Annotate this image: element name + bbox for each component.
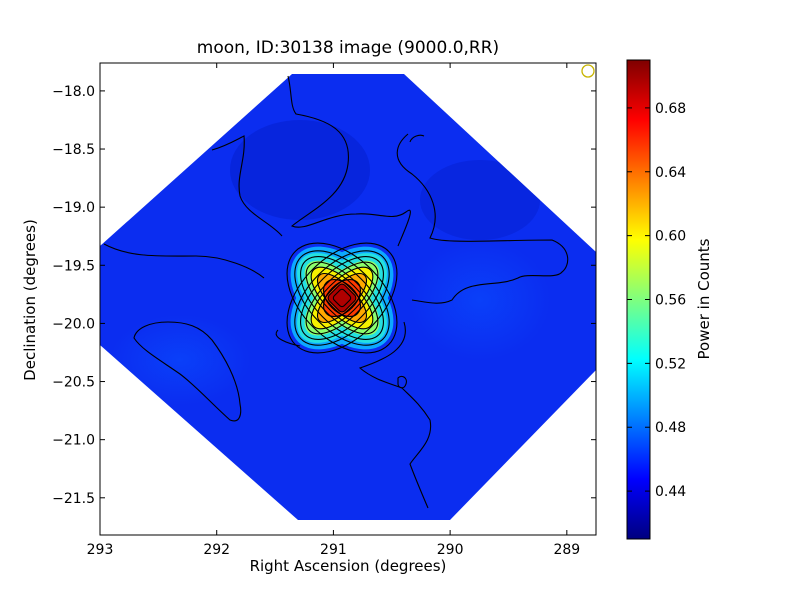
y-tick-label: −18.0 [52, 84, 95, 100]
bright-patch [410, 240, 550, 360]
colorbar-tick-label: 0.48 [655, 420, 686, 436]
contour-line [133, 321, 242, 422]
x-tick-label: 290 [437, 542, 464, 558]
colorbar-tick-label: 0.68 [655, 101, 686, 117]
x-tick-label: 292 [203, 542, 230, 558]
contour-line [287, 75, 411, 247]
contour-line [332, 288, 352, 308]
position-marker [581, 64, 595, 78]
y-tick-label: −21.5 [52, 491, 95, 507]
plot-frame [99, 62, 597, 536]
x-tick-label: 289 [553, 542, 580, 558]
colorbar-label: Power in Counts [695, 238, 713, 360]
dark-patch [230, 120, 370, 220]
x-tick-label: 293 [87, 542, 114, 558]
y-tick-label: −21.0 [52, 433, 95, 449]
y-tick-label: −20.0 [52, 316, 95, 332]
contour-line [409, 134, 425, 143]
y-axis-label: Declination (degrees) [21, 219, 39, 381]
colorbar-tick-label: 0.44 [655, 484, 686, 500]
y-tick-label: −19.5 [52, 258, 95, 274]
contour-line [358, 321, 432, 509]
x-axis-label: Right Ascension (degrees) [249, 557, 447, 575]
contour-line [305, 261, 379, 335]
contour-line [103, 243, 265, 279]
colorbar-tick-label: 0.56 [655, 293, 686, 309]
chart-title: moon, ID:30138 image (9000.0,RR) [196, 38, 500, 58]
contour-line [211, 135, 283, 237]
y-axis: −18.0 −18.5 −19.0 −19.5 −20.0 −20.5 −21.0 −21.5 [52, 84, 596, 507]
contour-lines [103, 75, 569, 509]
colorbar-tick-label: 0.64 [655, 165, 686, 181]
colorbar-tick-label: 0.52 [655, 356, 686, 372]
contour-line [397, 375, 407, 389]
colorbar-axis: 0.44 0.48 0.52 0.56 0.60 0.64 0.68 [627, 101, 686, 500]
contour-line [286, 242, 398, 354]
colorbar-tick-label: 0.60 [655, 229, 686, 245]
dark-patch [420, 160, 540, 240]
contour-line [275, 329, 301, 347]
contour-line [396, 133, 569, 304]
bright-patch [110, 315, 250, 405]
x-tick-label: 291 [320, 542, 347, 558]
contour-line [327, 283, 357, 313]
y-tick-label: −19.0 [52, 200, 95, 216]
y-tick-label: −20.5 [52, 375, 95, 391]
y-tick-label: −18.5 [52, 142, 95, 158]
x-axis: 293 292 291 290 289 [87, 63, 580, 558]
